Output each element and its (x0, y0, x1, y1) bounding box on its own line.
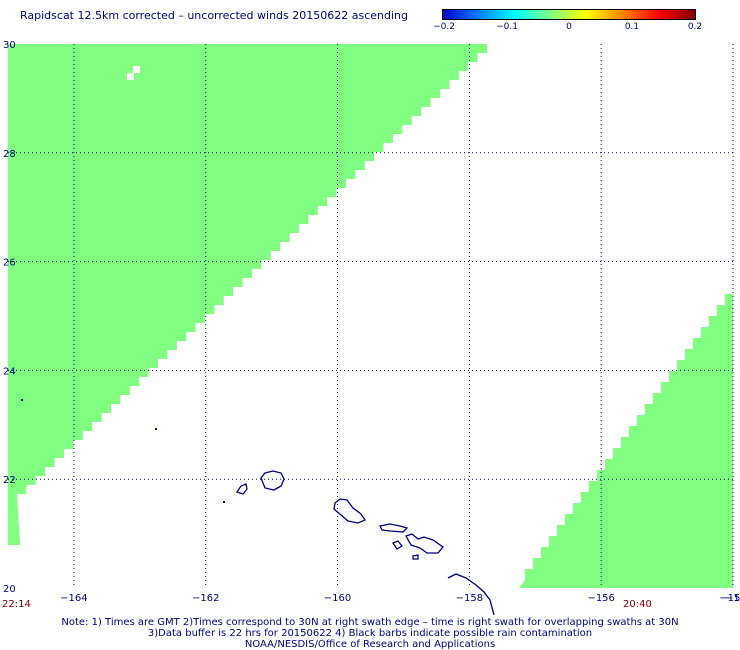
x-tick-label: −160 (324, 593, 351, 604)
colorbar-tick: 0.2 (687, 22, 703, 32)
colorbar-tick: −0.2 (433, 22, 455, 32)
y-tick-label: 28 (3, 149, 16, 160)
y-tick-label: 20 (3, 584, 16, 595)
x-tick-label: −154 (719, 593, 740, 604)
molokai-island (379, 523, 409, 533)
y-tick-label: 26 (3, 258, 16, 269)
y-tick-label: 30 (3, 40, 16, 51)
wind-map: −164−162−160−158−156−154−152−15302826242… (3, 40, 740, 615)
x-tick-label: −164 (60, 593, 87, 604)
swath-time-left: 22:14 (2, 599, 31, 610)
footer-notes: Note: 1) Times are GMT 2)Times correspon… (0, 617, 740, 650)
big-island (447, 573, 495, 615)
data-gap (133, 66, 140, 73)
lat-lon-grid (8, 44, 734, 588)
speck (155, 428, 157, 430)
swath-time-right: 20:40 (623, 599, 652, 610)
hawaii-coastline (235, 470, 495, 615)
tick-labels: −164−162−160−158−156−154−152−15302826242… (3, 40, 740, 604)
map-title: Rapidscat 12.5km corrected – uncorrected… (20, 9, 409, 22)
colorbar-tick: 0 (566, 22, 572, 32)
speck (21, 399, 23, 401)
oahu-island (333, 498, 366, 524)
kauai-island (260, 470, 285, 491)
colorbar (442, 9, 696, 20)
colorbar-tick: 0.1 (624, 22, 640, 32)
speck (223, 501, 225, 503)
x-tick-label: −15 (725, 593, 740, 604)
lanai-island (392, 540, 403, 550)
colorbar-tick: −0.1 (496, 22, 518, 32)
swath-lower-right (519, 294, 733, 588)
footer-line-1: Note: 1) Times are GMT 2)Times correspon… (61, 617, 679, 628)
x-tick-label: −158 (456, 593, 483, 604)
swath-upper-left (8, 44, 487, 545)
x-tick-label: −162 (192, 593, 219, 604)
footer-line-2: 3)Data buffer is 22 hrs for 20150622 4) … (147, 628, 593, 639)
x-tick-label: −156 (587, 593, 614, 604)
niihau-island (235, 483, 248, 495)
swath-layer (8, 44, 733, 588)
data-gap (127, 73, 134, 80)
footer-line-3: NOAA/NESDIS/Office of Research and Appli… (244, 639, 496, 650)
y-tick-label: 24 (3, 366, 16, 377)
kahoolawe-island (412, 554, 419, 560)
y-tick-label: 22 (3, 475, 16, 486)
maui-island (405, 533, 444, 554)
